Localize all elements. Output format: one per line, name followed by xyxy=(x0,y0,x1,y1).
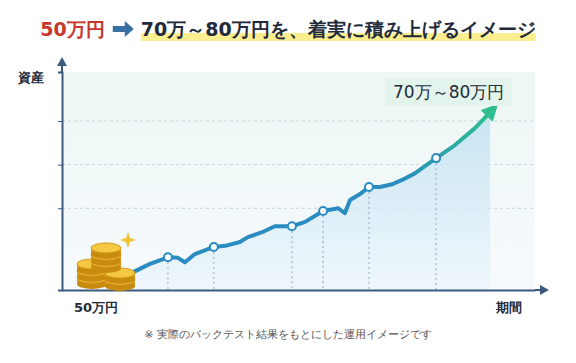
title-arrow xyxy=(113,21,134,37)
title-part: 50万円 xyxy=(40,18,104,40)
y-axis-title: 資産 xyxy=(17,70,44,85)
drop-line xyxy=(167,262,168,290)
title: 50万円 70万～80万円を、着実に積み上げるイメージ xyxy=(40,18,535,41)
y-tick-mark xyxy=(58,165,62,166)
target-label-group: 70万～80万円 xyxy=(385,78,512,106)
footnote: ※ 実際のバックテスト結果をもとにした運用イメージです xyxy=(144,328,432,341)
start-label: 50万円 xyxy=(74,300,118,315)
drop-line xyxy=(436,163,437,290)
x-axis-line xyxy=(63,290,536,292)
plot-background xyxy=(62,72,535,290)
area-fill xyxy=(130,112,490,290)
y-tick xyxy=(58,165,62,166)
coin-top xyxy=(91,243,121,253)
chart-root: 資産期間 50万円 ※ 実際のバックテスト結果をもとにした運用イメージです 70万～8… xyxy=(0,0,576,363)
plot-data xyxy=(130,112,490,290)
drop-line xyxy=(323,216,324,290)
x-axis-title: 期間 xyxy=(495,300,522,315)
coins-illustration xyxy=(77,232,136,291)
grid-line xyxy=(62,121,535,122)
drop-line xyxy=(291,231,292,290)
point-marker xyxy=(288,222,296,230)
x-axis xyxy=(63,290,536,291)
sparkle xyxy=(120,232,136,248)
drop-line xyxy=(213,252,214,290)
title-part: 70万～80万円を、着実に積み上げるイメージ xyxy=(141,18,536,40)
target-label: 70万～80万円 xyxy=(393,82,504,102)
y-axis-arrow xyxy=(57,57,67,66)
drop-line xyxy=(368,192,369,290)
point-marker xyxy=(319,207,327,215)
point-marker xyxy=(365,183,373,191)
point-marker xyxy=(432,154,440,162)
y-axis-line xyxy=(58,73,63,291)
y-tick xyxy=(58,208,62,209)
target-band xyxy=(385,78,512,106)
x-axis-arrow xyxy=(540,285,549,295)
y-tick xyxy=(58,121,62,122)
point-marker xyxy=(210,243,218,251)
y-axis xyxy=(58,73,63,291)
point-marker xyxy=(164,253,172,261)
y-tick-mark xyxy=(58,208,62,209)
y-tick-mark xyxy=(58,121,62,122)
